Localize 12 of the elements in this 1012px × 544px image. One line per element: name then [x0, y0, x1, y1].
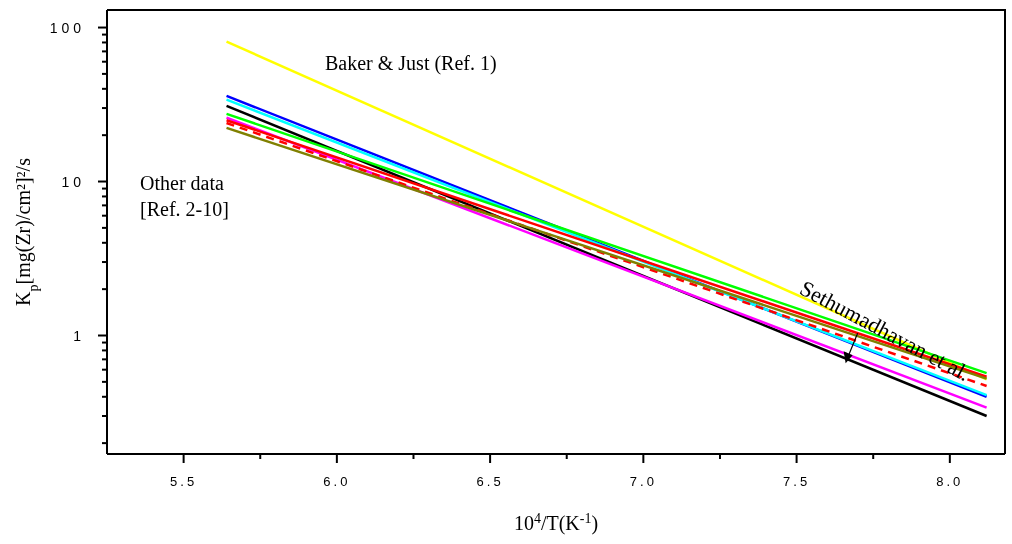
annotation: Other data [Ref. 2-10]	[140, 172, 229, 220]
x-tick-label: 8.0	[936, 474, 964, 489]
x-tick-label: 7.5	[783, 474, 811, 489]
x-tick-label: 5.5	[170, 474, 198, 489]
x-tick-label: 6.0	[323, 474, 351, 489]
x-tick-label: 7.0	[629, 474, 657, 489]
x-tick-label: 6.5	[476, 474, 504, 489]
x-axis-title: 10$^{4}$/T(K$^{-1}$)	[513, 510, 599, 535]
y-tick-label: 1	[73, 327, 85, 344]
y-tick-label: 10	[61, 173, 85, 190]
annotation: Baker & Just (Ref. 1)	[325, 52, 497, 75]
y-tick-label: 100	[49, 19, 85, 36]
